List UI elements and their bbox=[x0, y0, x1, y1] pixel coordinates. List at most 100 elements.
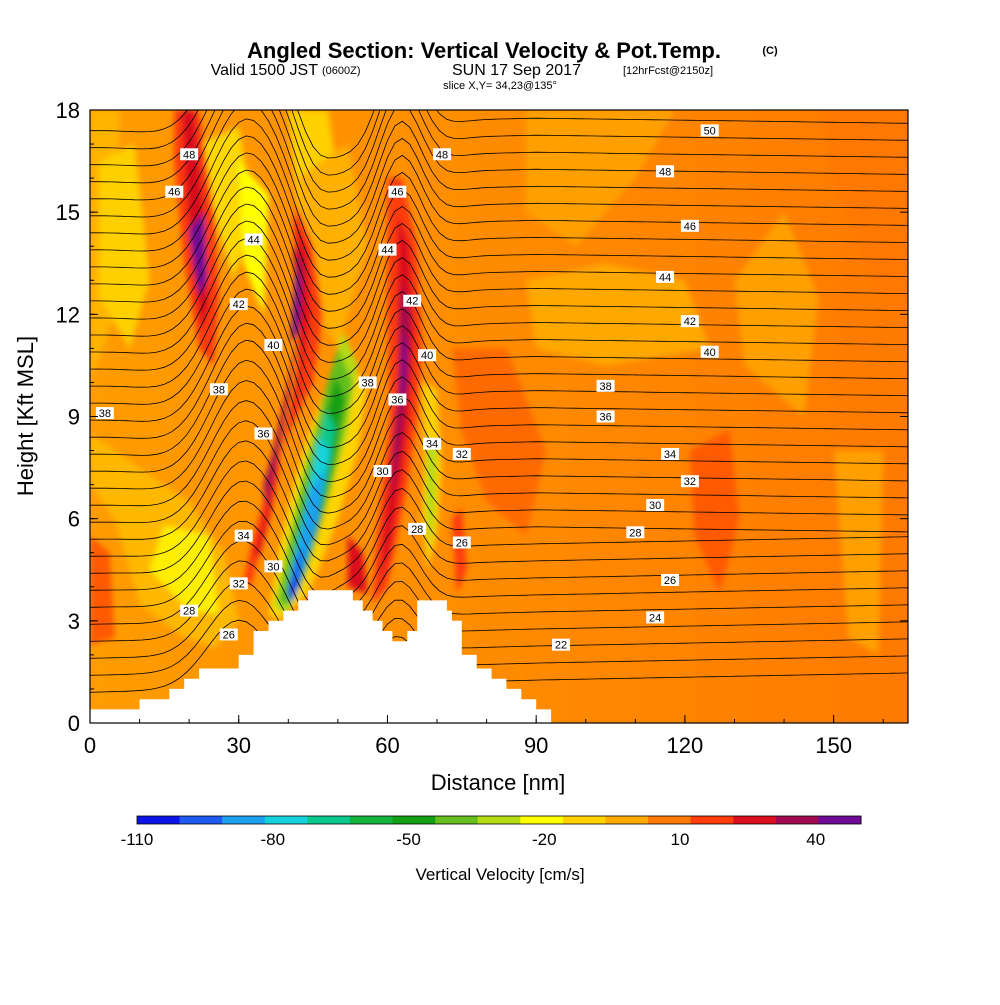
isentrope-label-text: 32 bbox=[233, 578, 245, 590]
velocity-field bbox=[90, 110, 908, 655]
isentrope-line bbox=[90, 380, 908, 514]
isentrope-line bbox=[90, 220, 908, 363]
isentrope-label-text: 30 bbox=[267, 561, 279, 573]
isentrope-label-text: 44 bbox=[247, 234, 259, 246]
isentrope-label-text: 30 bbox=[649, 500, 661, 512]
isentrope-label-box bbox=[264, 338, 283, 351]
isentrope-label-text: 46 bbox=[168, 187, 180, 199]
isentrope-label-text: 38 bbox=[213, 384, 225, 396]
isentrope-label: 26 bbox=[452, 536, 471, 550]
isentrope-label: 32 bbox=[680, 475, 699, 488]
colorbar-swatch bbox=[307, 816, 351, 824]
isentrope-label-box bbox=[680, 219, 699, 232]
isentrope-label-box bbox=[423, 437, 442, 450]
velocity-region bbox=[99, 144, 150, 349]
isentrope-line bbox=[90, 110, 908, 244]
isentrope-line bbox=[90, 135, 908, 278]
isentrope-label-box bbox=[661, 447, 680, 460]
isentrope-label-box bbox=[551, 638, 570, 651]
isentrope-label-text: 34 bbox=[238, 531, 250, 543]
isentrope-label: 34 bbox=[423, 437, 442, 451]
isentrope-label-box bbox=[373, 464, 392, 477]
isentrope-label-box bbox=[700, 124, 719, 137]
colorbar-tick-label: 40 bbox=[806, 830, 825, 849]
isentrope-lines bbox=[90, 110, 908, 710]
y-tick-label: 15 bbox=[56, 200, 80, 225]
isentrope-line bbox=[90, 110, 908, 159]
colorbar-swatch bbox=[392, 816, 436, 824]
isentrope-label: 26 bbox=[661, 573, 680, 587]
isentrope-label: 38 bbox=[209, 383, 228, 396]
colorbar-swatch bbox=[222, 816, 266, 824]
colorbar: -110 -80 -50 -20 10 40 bbox=[121, 815, 862, 849]
isentrope-label-box bbox=[388, 185, 407, 198]
isentrope-label-text: 26 bbox=[664, 575, 676, 587]
valid-date: SUN 17 Sep 2017 bbox=[452, 62, 581, 79]
chart-title: Angled Section: Vertical Velocity & Pot.… bbox=[247, 38, 721, 63]
terrain bbox=[90, 590, 552, 723]
isentrope-label-text: 22 bbox=[555, 640, 567, 652]
isentrope-label-text: 36 bbox=[599, 412, 611, 424]
isentrope-line bbox=[90, 560, 908, 660]
isentrope-label-box bbox=[254, 427, 273, 440]
colorbar-swatch bbox=[562, 816, 606, 824]
isentrope-label: 38 bbox=[596, 379, 615, 393]
isentrope-label-box bbox=[165, 185, 184, 198]
isentrope-label-box bbox=[596, 379, 615, 392]
isentrope-line bbox=[90, 322, 908, 465]
isentrope-label: 30 bbox=[264, 560, 283, 573]
isentrope-label-text: 46 bbox=[684, 221, 696, 233]
isentrope-label-text: 40 bbox=[421, 350, 433, 362]
isentrope-label-box bbox=[680, 315, 699, 328]
isentrope-label-box bbox=[626, 526, 645, 539]
isentrope-label-box bbox=[661, 573, 680, 586]
x-tick-label: 60 bbox=[375, 733, 399, 758]
y-tick-label: 6 bbox=[68, 507, 80, 532]
isentrope-line bbox=[90, 110, 908, 210]
isentrope-label-box bbox=[95, 407, 114, 420]
isentrope-label-text: 48 bbox=[659, 166, 671, 178]
plot-area: 48 46 44 42 40 38 36 34 32 30 28 26 38 48 46 44 42 40 38 36… bbox=[90, 110, 908, 723]
isentrope-label-box bbox=[234, 529, 253, 542]
isentrope-label-text: 42 bbox=[684, 316, 696, 328]
isentrope-label: 34 bbox=[234, 529, 253, 543]
velocity-region bbox=[451, 348, 547, 536]
isentrope-label-text: 38 bbox=[599, 381, 611, 393]
isentrope-label-text: 28 bbox=[183, 606, 195, 618]
isentrope-label-text: 46 bbox=[391, 187, 403, 199]
isentrope-line bbox=[90, 480, 908, 595]
isentrope-line bbox=[90, 288, 908, 431]
isentrope-line bbox=[90, 110, 908, 227]
isentrope-label: 42 bbox=[680, 315, 699, 328]
isentrope-label-text: 36 bbox=[257, 429, 269, 441]
isentrope-label-text: 42 bbox=[233, 299, 245, 311]
velocity-region bbox=[189, 212, 207, 298]
isentrope-label: 32 bbox=[452, 447, 471, 461]
isentrope-label: 40 bbox=[418, 349, 437, 362]
y-tick-label: 3 bbox=[68, 609, 80, 634]
y-tick-label: 12 bbox=[56, 302, 80, 327]
isentrope-line bbox=[90, 359, 908, 498]
isentrope-label-text: 32 bbox=[456, 449, 468, 461]
isentrope-label-text: 48 bbox=[436, 149, 448, 161]
isentrope-line bbox=[90, 110, 908, 176]
isentrope-label: 30 bbox=[646, 499, 665, 512]
isentrope-label: 50 bbox=[700, 124, 719, 137]
isentrope-line bbox=[90, 400, 908, 530]
velocity-region bbox=[391, 280, 410, 502]
isentrope-label-box bbox=[700, 345, 719, 358]
colorbar-swatch bbox=[349, 816, 394, 824]
isentrope-label-text: 28 bbox=[411, 524, 423, 536]
isentrope-label: 48 bbox=[432, 148, 451, 161]
isentrope-label-box bbox=[646, 611, 665, 624]
isentrope-label-box bbox=[596, 410, 615, 423]
isentrope-line bbox=[90, 254, 908, 397]
isentrope-label-text: 38 bbox=[361, 377, 373, 389]
slice-info: slice X,Y= 34,23@135° bbox=[443, 80, 557, 92]
isentrope-label-box bbox=[219, 628, 238, 641]
subtitle-line: Valid 1500 JST (0600Z) SUN 17 Sep 2017 [… bbox=[211, 62, 713, 79]
isentrope-label-text: 26 bbox=[223, 629, 235, 641]
isentrope-label: 46 bbox=[680, 219, 699, 233]
colorbar-tick-label: -80 bbox=[260, 830, 285, 849]
